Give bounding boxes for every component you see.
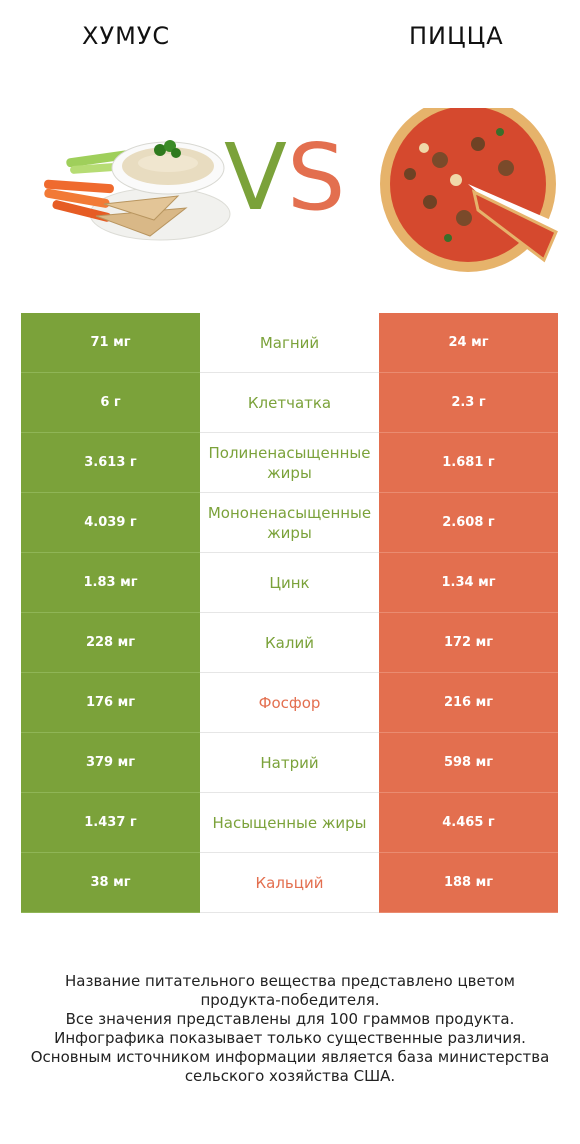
nutrient-label: Магний [259,333,320,352]
left-value: 3.613 г [21,433,200,493]
nutrient-label: Клетчатка [247,393,332,412]
footer-line: Инфографика показывает только существенн… [54,1029,526,1047]
right-value: 188 мг [379,853,558,913]
nutrient-label: Мононенасыщенные жиры [207,503,372,542]
right-value-text: 4.465 г [442,815,495,830]
right-value-text: 598 мг [443,755,494,770]
left-value-text: 3.613 г [84,455,137,470]
left-value: 71 мг [21,313,200,373]
right-value-text: 24 мг [448,335,489,350]
footer-line: Все значения представлены для 100 граммо… [65,1010,515,1028]
nutrient-label: Насыщенные жиры [212,813,367,832]
footer-line: сельского хозяйства США. [184,1067,396,1085]
right-value: 2.3 г [379,373,558,433]
left-value: 6 г [21,373,200,433]
left-value: 1.83 мг [21,553,200,613]
table-row: 1.437 г Насыщенные жиры 4.465 г [21,793,558,853]
left-value-text: 1.437 г [84,815,137,830]
left-value-text: 228 мг [85,635,136,650]
nutrient-label: Фосфор [258,693,321,712]
footer-note: Название питательного вещества представл… [0,972,580,1086]
right-value: 172 мг [379,613,558,673]
nutrient-label: Кальций [255,873,324,892]
left-product-title: ХУМУС [82,22,171,50]
right-value: 4.465 г [379,793,558,853]
right-value: 2.608 г [379,493,558,553]
nutrient-name: Клетчатка [200,373,379,433]
left-value-text: 6 г [100,395,121,410]
left-value-text: 4.039 г [84,515,137,530]
hero-images [44,108,560,272]
nutrient-name: Насыщенные жиры [200,793,379,853]
left-value: 38 мг [21,853,200,913]
nutrient-name: Цинк [200,553,379,613]
footer-line: продукта-победителя. [200,991,380,1009]
left-value-text: 71 мг [90,335,131,350]
table-row: 228 мг Калий 172 мг [21,613,558,673]
right-value-text: 188 мг [443,875,494,890]
table-row: 176 мг Фосфор 216 мг [21,673,558,733]
nutrient-name: Мононенасыщенные жиры [200,493,379,553]
right-value: 24 мг [379,313,558,373]
right-value-text: 216 мг [443,695,494,710]
left-value: 4.039 г [21,493,200,553]
left-value: 1.437 г [21,793,200,853]
right-product-title: ПИЦЦА [409,22,504,50]
vs-label: VS [224,132,345,224]
table-row: 1.83 мг Цинк 1.34 мг [21,553,558,613]
right-value: 216 мг [379,673,558,733]
right-value: 1.34 мг [379,553,558,613]
table-row: 379 мг Натрий 598 мг [21,733,558,793]
left-value: 379 мг [21,733,200,793]
nutrient-label: Натрий [260,753,319,772]
nutrient-label: Калий [265,633,314,652]
nutrient-label: Полиненасыщенные жиры [208,443,371,482]
nutrient-name: Кальций [200,853,379,913]
left-value-text: 1.83 мг [83,575,138,590]
nutrient-name: Калий [200,613,379,673]
right-value-text: 172 мг [443,635,494,650]
table-row: 38 мг Кальций 188 мг [21,853,558,913]
right-value: 1.681 г [379,433,558,493]
left-value-text: 38 мг [90,875,131,890]
left-value: 176 мг [21,673,200,733]
footer-line: Основным источником информации является … [30,1048,550,1066]
nutrient-name: Полиненасыщенные жиры [200,433,379,493]
vs-v: V [224,124,287,231]
right-value-text: 2.3 г [451,395,486,410]
vs-s: S [286,124,346,231]
table-row: 3.613 г Полиненасыщенные жиры 1.681 г [21,433,558,493]
nutrient-name: Фосфор [200,673,379,733]
nutrient-name: Натрий [200,733,379,793]
table-row: 6 г Клетчатка 2.3 г [21,373,558,433]
hummus-image [44,140,231,241]
right-value-text: 2.608 г [442,515,495,530]
right-value: 598 мг [379,733,558,793]
right-value-text: 1.681 г [442,455,495,470]
nutrient-name: Магний [200,313,379,373]
nutrient-label: Цинк [269,573,310,592]
left-value-text: 176 мг [85,695,136,710]
table-row: 4.039 г Мононенасыщенные жиры 2.608 г [21,493,558,553]
right-value-text: 1.34 мг [441,575,496,590]
pizza-image [380,108,560,272]
left-value-text: 379 мг [85,755,136,770]
footer-line: Название питательного вещества представл… [65,972,515,990]
table-row: 71 мг Магний 24 мг [21,313,558,373]
comparison-table: 71 мг Магний 24 мг 6 г Клетчатка 2.3 г 3.613 г… [21,313,558,913]
left-value: 228 мг [21,613,200,673]
